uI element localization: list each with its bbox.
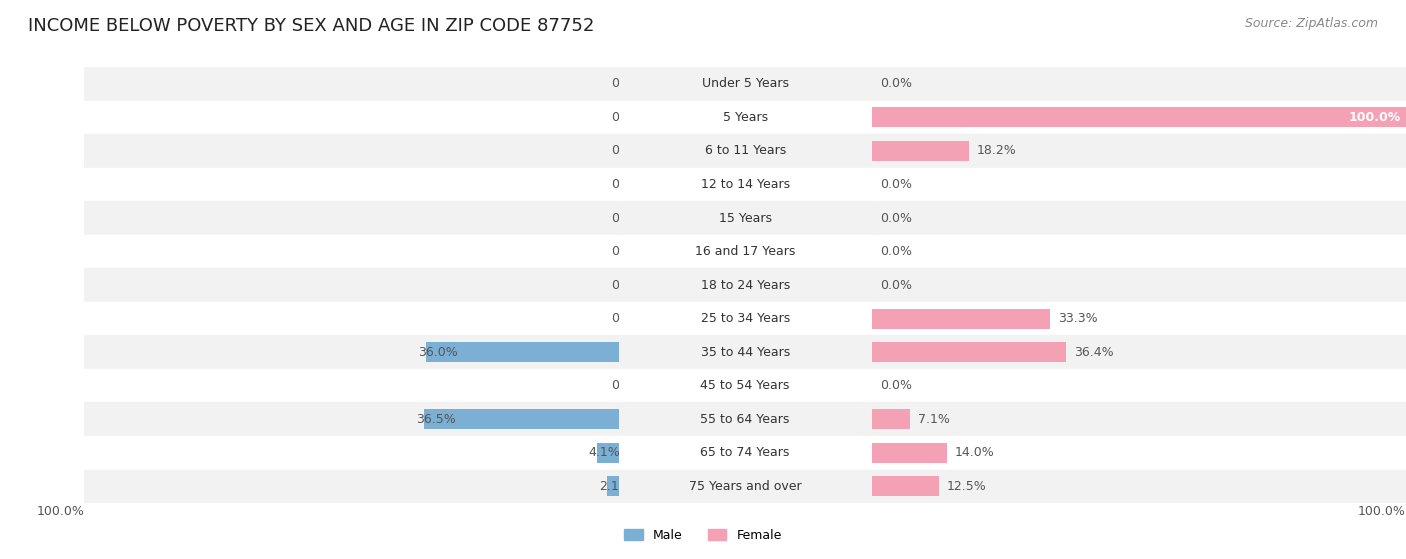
Bar [872,436,1406,470]
Bar [84,302,619,335]
Text: 25 to 34 Years: 25 to 34 Years [700,312,790,325]
Text: 7.1%: 7.1% [918,413,949,426]
Text: 18 to 24 Years: 18 to 24 Years [700,278,790,292]
Bar [619,235,872,268]
Bar [619,201,872,235]
Bar [872,409,910,429]
Text: 100.0%: 100.0% [37,505,84,518]
Bar [872,201,1406,235]
Bar [872,342,1066,362]
Bar [619,335,872,369]
Text: 0.0%: 0.0% [880,77,911,91]
Bar [619,134,872,168]
Text: 18.2%: 18.2% [977,144,1017,158]
Text: 100.0%: 100.0% [1348,111,1400,124]
Bar [872,134,1406,168]
Bar [619,268,872,302]
Bar [872,302,1406,335]
Bar [872,67,1406,101]
Text: 45 to 54 Years: 45 to 54 Years [700,379,790,392]
Bar [84,67,619,101]
Bar [619,101,872,134]
Bar [84,335,619,369]
Bar [84,134,619,168]
Bar [872,101,1406,134]
Bar [872,268,1406,302]
Bar [84,235,619,268]
Bar [607,476,619,496]
Bar [872,168,1406,201]
Text: 0.0%: 0.0% [610,144,643,158]
Text: Source: ZipAtlas.com: Source: ZipAtlas.com [1244,17,1378,30]
Bar [872,141,969,161]
Bar [872,107,1406,127]
Text: 36.4%: 36.4% [1074,345,1114,359]
Text: 65 to 74 Years: 65 to 74 Years [700,446,790,459]
Bar [423,409,619,429]
Bar [84,268,619,302]
Bar [84,168,619,201]
Text: 12.5%: 12.5% [946,480,986,493]
Legend: Male, Female: Male, Female [619,524,787,547]
Bar [872,335,1406,369]
Bar [619,470,872,503]
Bar [619,402,872,436]
Text: 0.0%: 0.0% [610,111,643,124]
Text: INCOME BELOW POVERTY BY SEX AND AGE IN ZIP CODE 87752: INCOME BELOW POVERTY BY SEX AND AGE IN Z… [28,17,595,35]
Bar [872,369,1406,402]
Text: 0.0%: 0.0% [610,77,643,91]
Text: 0.0%: 0.0% [880,245,911,258]
Bar [596,443,619,463]
Bar [619,168,872,201]
Bar [619,369,872,402]
Bar [84,402,619,436]
Text: 14.0%: 14.0% [955,446,994,459]
Text: 0.0%: 0.0% [610,278,643,292]
Text: 15 Years: 15 Years [718,211,772,225]
Text: 5 Years: 5 Years [723,111,768,124]
Text: 35 to 44 Years: 35 to 44 Years [700,345,790,359]
Text: 36.5%: 36.5% [416,413,456,426]
Text: 100.0%: 100.0% [1358,505,1406,518]
Bar [872,235,1406,268]
Bar [872,443,946,463]
Bar [872,470,1406,503]
Bar [426,342,619,362]
Bar [872,476,939,496]
Bar [84,470,619,503]
Text: 0.0%: 0.0% [610,312,643,325]
Text: 12 to 14 Years: 12 to 14 Years [700,178,790,191]
Bar [872,402,1406,436]
Text: 55 to 64 Years: 55 to 64 Years [700,413,790,426]
Text: 0.0%: 0.0% [880,178,911,191]
Bar [84,436,619,470]
Bar [84,369,619,402]
Text: 0.0%: 0.0% [880,379,911,392]
Text: 0.0%: 0.0% [880,211,911,225]
Text: 0.0%: 0.0% [610,379,643,392]
Text: 0.0%: 0.0% [610,178,643,191]
Bar [84,201,619,235]
Text: Under 5 Years: Under 5 Years [702,77,789,91]
Text: 0.0%: 0.0% [610,211,643,225]
Text: 0.0%: 0.0% [880,278,911,292]
Bar [84,101,619,134]
Text: 16 and 17 Years: 16 and 17 Years [695,245,796,258]
Bar [872,309,1050,329]
Text: 4.1%: 4.1% [589,446,620,459]
Text: 0.0%: 0.0% [610,245,643,258]
Text: 2.1%: 2.1% [599,480,631,493]
Text: 36.0%: 36.0% [419,345,458,359]
Text: 75 Years and over: 75 Years and over [689,480,801,493]
Text: 33.3%: 33.3% [1057,312,1097,325]
Bar [619,302,872,335]
Bar [619,67,872,101]
Text: 6 to 11 Years: 6 to 11 Years [704,144,786,158]
Bar [619,436,872,470]
